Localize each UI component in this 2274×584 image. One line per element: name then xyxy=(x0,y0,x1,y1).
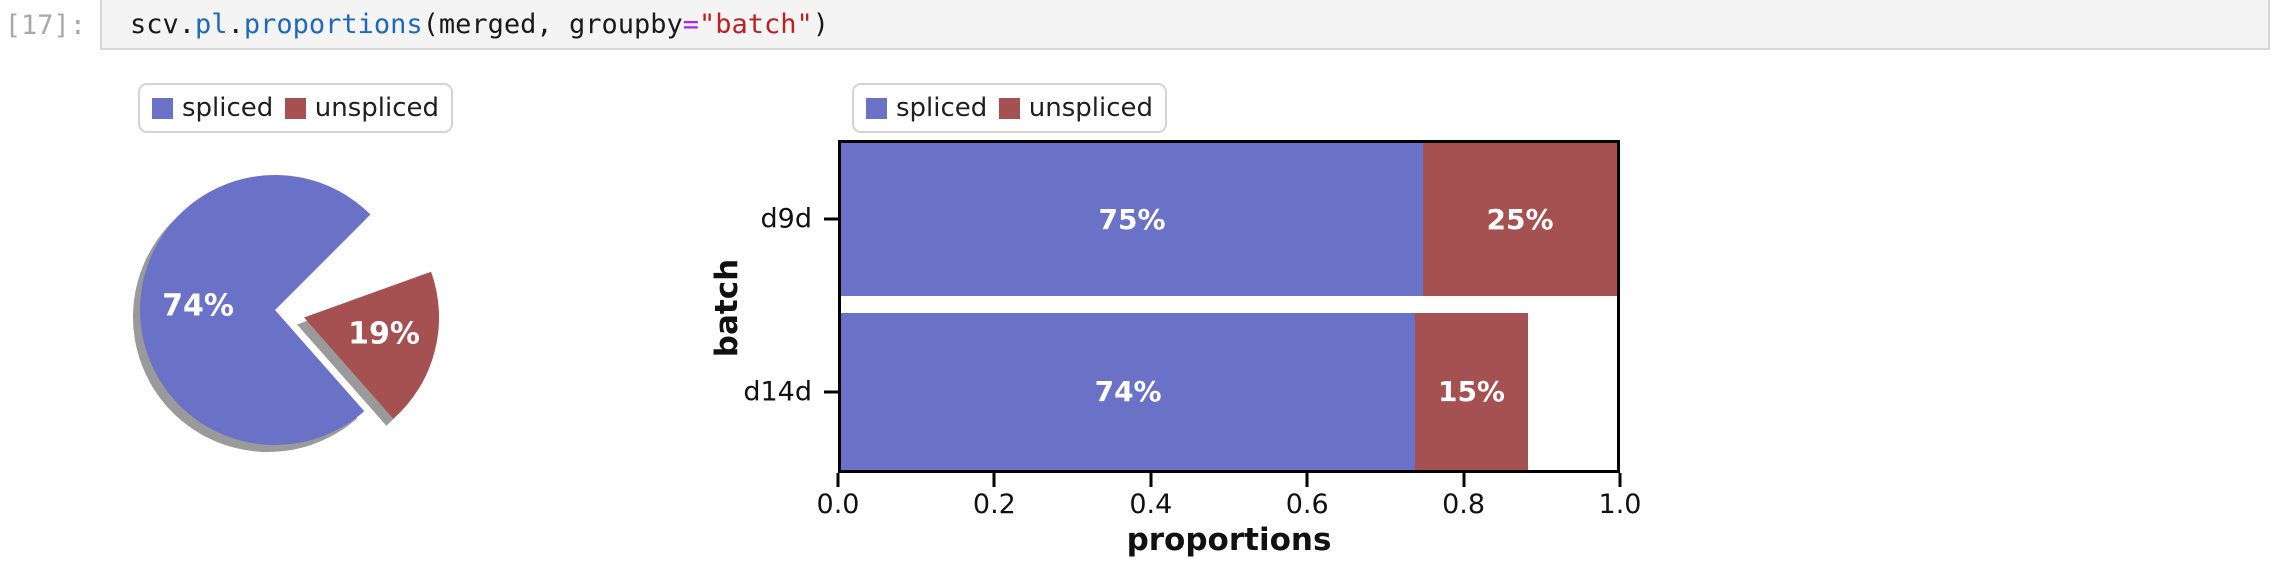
code-token: pl xyxy=(195,8,228,40)
legend-entry-spliced: spliced xyxy=(152,93,273,123)
x-axis-tick-marks xyxy=(836,473,1622,488)
y-tick-mark xyxy=(824,390,838,394)
x-tick-label: 0.4 xyxy=(1129,489,1173,520)
bar-chart-plot-area: 75% 25% 74% 15% xyxy=(838,140,1620,473)
legend-entry-spliced: spliced xyxy=(866,93,987,123)
bar-value-label: 15% xyxy=(1437,375,1505,408)
bar-d9d-spliced-segment: 75% xyxy=(841,143,1423,296)
x-tick-mark xyxy=(1618,473,1622,487)
code-token: (merged, groupby xyxy=(422,8,683,40)
x-tick-mark xyxy=(836,473,840,487)
x-tick-label: 0.6 xyxy=(1285,489,1329,520)
code-token: proportions xyxy=(243,8,423,40)
code-token: . xyxy=(178,8,196,40)
legend-label-unspliced: unspliced xyxy=(1028,93,1153,123)
x-tick-label: 1.0 xyxy=(1598,489,1642,520)
bar-d14d-unspliced-segment: 15% xyxy=(1415,313,1528,470)
pie-wedge-unspliced xyxy=(304,271,440,419)
legend-entry-unspliced: unspliced xyxy=(998,93,1153,123)
bar-d9d-unspliced-segment: 25% xyxy=(1423,143,1617,296)
y-axis-label: batch xyxy=(709,258,745,358)
y-tick-label-d9d: d9d xyxy=(760,203,812,235)
legend-swatch-spliced-icon xyxy=(152,97,173,119)
code-token: ) xyxy=(812,8,830,40)
x-axis-tick-labels: 0.0 0.2 0.4 0.6 0.8 1.0 xyxy=(817,489,1642,520)
pie-wedge-spliced xyxy=(139,174,371,445)
legend-swatch-unspliced-icon xyxy=(284,97,306,119)
y-tick-label-d14d: d14d xyxy=(743,376,812,408)
legend-swatch-unspliced-icon xyxy=(998,97,1020,119)
x-tick-label: 0.0 xyxy=(816,489,860,520)
bar-value-label: 74% xyxy=(1094,375,1162,408)
legend-label-spliced: spliced xyxy=(896,93,988,123)
x-tick-label: 0.8 xyxy=(1442,489,1486,520)
bar-d14d-spliced-segment: 74% xyxy=(841,313,1416,470)
x-axis-label: proportions xyxy=(1126,522,1332,558)
x-tick-mark xyxy=(992,473,996,487)
pie-chart xyxy=(132,174,440,453)
legend-label-unspliced: unspliced xyxy=(314,93,439,123)
code-cell-input[interactable]: scv.pl.proportions(merged, groupby="batc… xyxy=(100,0,2270,50)
bar-value-label: 25% xyxy=(1486,203,1554,236)
pie-value-label-unspliced: 19% xyxy=(348,316,420,352)
legend-entry-unspliced: unspliced xyxy=(284,93,439,123)
bar-d9d: 75% 25% xyxy=(841,143,1617,296)
x-tick-mark xyxy=(1462,473,1466,487)
y-tick-mark xyxy=(824,217,838,221)
code-line: scv.pl.proportions(merged, groupby="batc… xyxy=(130,9,829,40)
pie-legend: spliced unspliced xyxy=(138,83,453,133)
code-token: . xyxy=(227,8,244,40)
x-tick-mark xyxy=(1149,473,1153,487)
bar-legend: spliced unspliced xyxy=(852,83,1167,133)
cell-execution-count: [17]: xyxy=(4,10,86,41)
code-token: "batch" xyxy=(699,8,813,40)
bar-d14d: 74% 15% xyxy=(841,313,1617,470)
code-token: scv xyxy=(130,8,179,40)
pie-value-label-spliced: 74% xyxy=(162,288,234,324)
code-token: = xyxy=(682,8,699,40)
legend-label-spliced: spliced xyxy=(182,93,274,123)
bar-value-label: 75% xyxy=(1098,203,1166,236)
x-tick-label: 0.2 xyxy=(972,489,1016,520)
x-tick-mark xyxy=(1305,473,1309,487)
legend-swatch-spliced-icon xyxy=(866,97,887,119)
